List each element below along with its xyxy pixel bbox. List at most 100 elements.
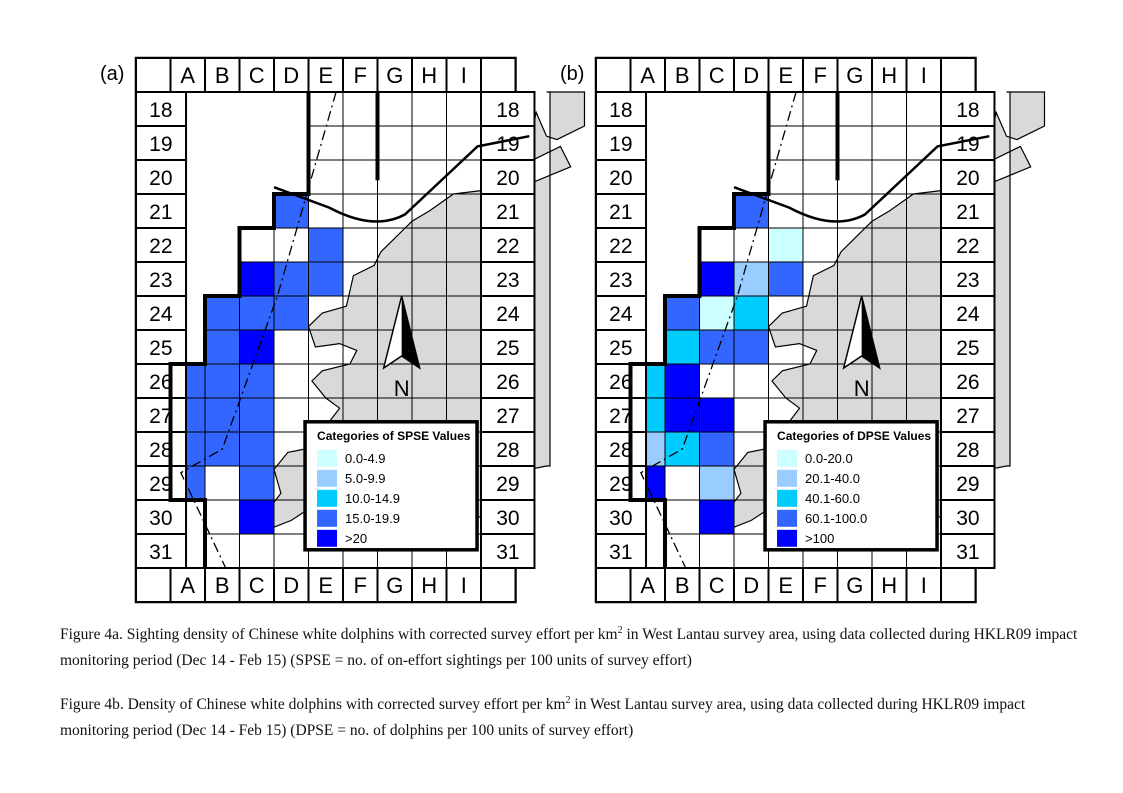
row-label-cell-right bbox=[940, 295, 996, 331]
row-label-cell-left bbox=[595, 499, 648, 535]
row-label-cell-left bbox=[595, 363, 648, 399]
caption-figure-4a: Figure 4a. Sighting density of Chinese w… bbox=[60, 622, 1080, 674]
density-cell-B26 bbox=[664, 363, 700, 399]
density-cell-E23 bbox=[768, 261, 804, 297]
column-label-bottom: C bbox=[249, 573, 265, 598]
legend-item-label: >20 bbox=[345, 531, 367, 546]
row-label-right: 18 bbox=[496, 99, 519, 122]
legend-item-label: 5.0-9.9 bbox=[345, 471, 385, 486]
row-label-left: 23 bbox=[609, 269, 632, 292]
column-footer-cell bbox=[733, 567, 770, 603]
row-label-cell-right bbox=[940, 397, 996, 433]
column-label-top: I bbox=[921, 63, 927, 88]
row-label-right: 27 bbox=[496, 405, 519, 428]
density-cell-D24 bbox=[273, 295, 309, 331]
column-label-top: H bbox=[421, 63, 437, 88]
column-label-top: G bbox=[386, 63, 403, 88]
legend-item-label: 10.0-14.9 bbox=[345, 491, 400, 506]
row-label-cell-left bbox=[135, 227, 188, 263]
row-label-right: 28 bbox=[496, 439, 519, 462]
column-label-bottom: C bbox=[709, 573, 725, 598]
row-label-left: 23 bbox=[149, 269, 172, 292]
row-label-cell-right bbox=[940, 227, 996, 263]
column-label-top: C bbox=[249, 63, 265, 88]
row-label-left: 26 bbox=[609, 371, 632, 394]
column-label-bottom: A bbox=[180, 573, 195, 598]
column-footer-cell bbox=[664, 567, 701, 603]
row-label-cell-left bbox=[135, 363, 188, 399]
density-cell-E22 bbox=[768, 227, 804, 263]
grid-cell bbox=[699, 533, 735, 569]
column-label-top: E bbox=[318, 63, 333, 88]
column-footer-cell bbox=[767, 567, 804, 603]
column-label-bottom: G bbox=[846, 573, 863, 598]
row-label-left: 27 bbox=[149, 405, 172, 428]
row-label-cell-right bbox=[480, 227, 536, 263]
row-label-left: 21 bbox=[149, 201, 172, 224]
column-header-cell bbox=[698, 57, 735, 93]
column-footer-cell bbox=[376, 567, 413, 603]
legend-item-label: 15.0-19.9 bbox=[345, 511, 400, 526]
row-label-cell-left bbox=[595, 465, 648, 501]
row-label-right: 26 bbox=[496, 371, 519, 394]
row-label-cell-right bbox=[940, 329, 996, 365]
row-label-left: 20 bbox=[609, 167, 632, 190]
row-label-left: 20 bbox=[149, 167, 172, 190]
column-label-bottom: B bbox=[675, 573, 690, 598]
density-cell-C26 bbox=[239, 363, 275, 399]
legend-title: Categories of DPSE Values bbox=[777, 429, 931, 443]
row-label-right: 26 bbox=[956, 371, 979, 394]
column-footer-cell bbox=[871, 567, 908, 603]
grid-cell bbox=[239, 533, 275, 569]
legend-swatch bbox=[317, 529, 338, 547]
boundary-dash-line bbox=[180, 91, 337, 569]
density-cell-B27 bbox=[204, 397, 240, 433]
row-label-cell-left bbox=[595, 295, 648, 331]
caption-4a-text-end: in West Lantau survey area, using data c… bbox=[60, 626, 1078, 669]
row-label-cell-right bbox=[480, 261, 536, 297]
north-label: N bbox=[394, 376, 410, 401]
corner-cell bbox=[940, 567, 977, 603]
density-cell-C24 bbox=[699, 295, 735, 331]
row-label-right: 25 bbox=[956, 337, 979, 360]
row-label-right: 30 bbox=[956, 507, 979, 530]
column-label-bottom: H bbox=[421, 573, 437, 598]
row-label-cell-left bbox=[135, 295, 188, 331]
caption-4b-text: Figure 4b. Density of Chinese white dolp… bbox=[60, 696, 566, 713]
legend-swatch bbox=[777, 489, 798, 507]
corner-cell bbox=[480, 567, 517, 603]
density-cell-C27 bbox=[699, 397, 735, 433]
column-label-top: H bbox=[881, 63, 897, 88]
row-label-cell-left bbox=[135, 261, 188, 297]
column-footer-cell bbox=[411, 567, 448, 603]
row-label-left: 19 bbox=[609, 133, 632, 156]
row-label-cell-left bbox=[135, 499, 188, 535]
column-label-top: B bbox=[675, 63, 690, 88]
column-label-bottom: I bbox=[461, 573, 467, 598]
row-label-right: 24 bbox=[956, 303, 980, 326]
north-arrow-shadow bbox=[401, 296, 420, 368]
north-label: N bbox=[854, 376, 870, 401]
corner-cell bbox=[595, 567, 632, 603]
legend-item-label: 0.0-20.0 bbox=[805, 451, 853, 466]
corner-cell bbox=[480, 57, 517, 93]
row-label-right: 20 bbox=[496, 167, 519, 190]
row-label-cell-right bbox=[480, 295, 536, 331]
column-header-cell bbox=[342, 57, 379, 93]
density-cell-C28 bbox=[699, 431, 735, 467]
row-label-left: 31 bbox=[609, 541, 632, 564]
row-label-cell-left bbox=[135, 431, 188, 467]
corner-cell bbox=[595, 57, 632, 93]
caption-figure-4b: Figure 4b. Density of Chinese white dolp… bbox=[60, 692, 1080, 744]
row-label-right: 25 bbox=[496, 337, 519, 360]
legend-swatch bbox=[777, 469, 798, 487]
row-label-right: 23 bbox=[956, 269, 979, 292]
legend-swatch bbox=[777, 509, 798, 527]
caption-4a-text: Figure 4a. Sighting density of Chinese w… bbox=[60, 626, 618, 643]
column-label-bottom: F bbox=[814, 573, 827, 598]
density-cell-E23 bbox=[308, 261, 344, 297]
column-label-bottom: F bbox=[354, 573, 367, 598]
row-label-right: 24 bbox=[496, 303, 520, 326]
